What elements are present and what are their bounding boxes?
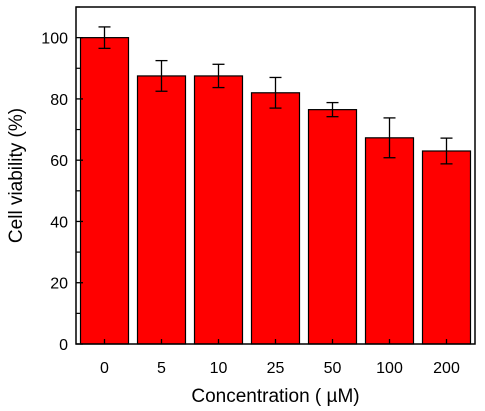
bar-200: [421, 150, 472, 345]
x-tick-label-25: 25: [267, 360, 285, 377]
bar-25: [250, 92, 301, 345]
x-tick-label-100: 100: [376, 360, 403, 377]
x-tick-label-10: 10: [210, 360, 228, 377]
bar-50: [307, 109, 358, 345]
x-tick-label-200: 200: [433, 360, 460, 377]
error-bars-layer: [98, 26, 453, 165]
bar-0: [79, 37, 130, 345]
x-tick-label-0: 0: [100, 360, 109, 377]
y-tick-label-20: 20: [50, 276, 68, 293]
y-tick-label-100: 100: [41, 31, 68, 48]
bar-5: [136, 75, 187, 345]
bar-100: [364, 137, 415, 345]
x-axis-title: Concentration ( µM): [191, 386, 359, 407]
y-tick-label-80: 80: [50, 92, 68, 109]
bars-layer: [79, 37, 472, 345]
axes-layer: 0 5 10 25 50 100 200 0 20 40 60 80 100: [41, 6, 460, 377]
y-tick-label-60: 60: [50, 153, 68, 170]
y-tick-label-40: 40: [50, 214, 68, 231]
x-tick-label-50: 50: [324, 360, 342, 377]
x-tick-label-5: 5: [157, 360, 166, 377]
bar-10: [193, 75, 244, 345]
y-tick-label-0: 0: [59, 337, 68, 354]
y-axis-title: Cell viability (%): [6, 108, 27, 243]
